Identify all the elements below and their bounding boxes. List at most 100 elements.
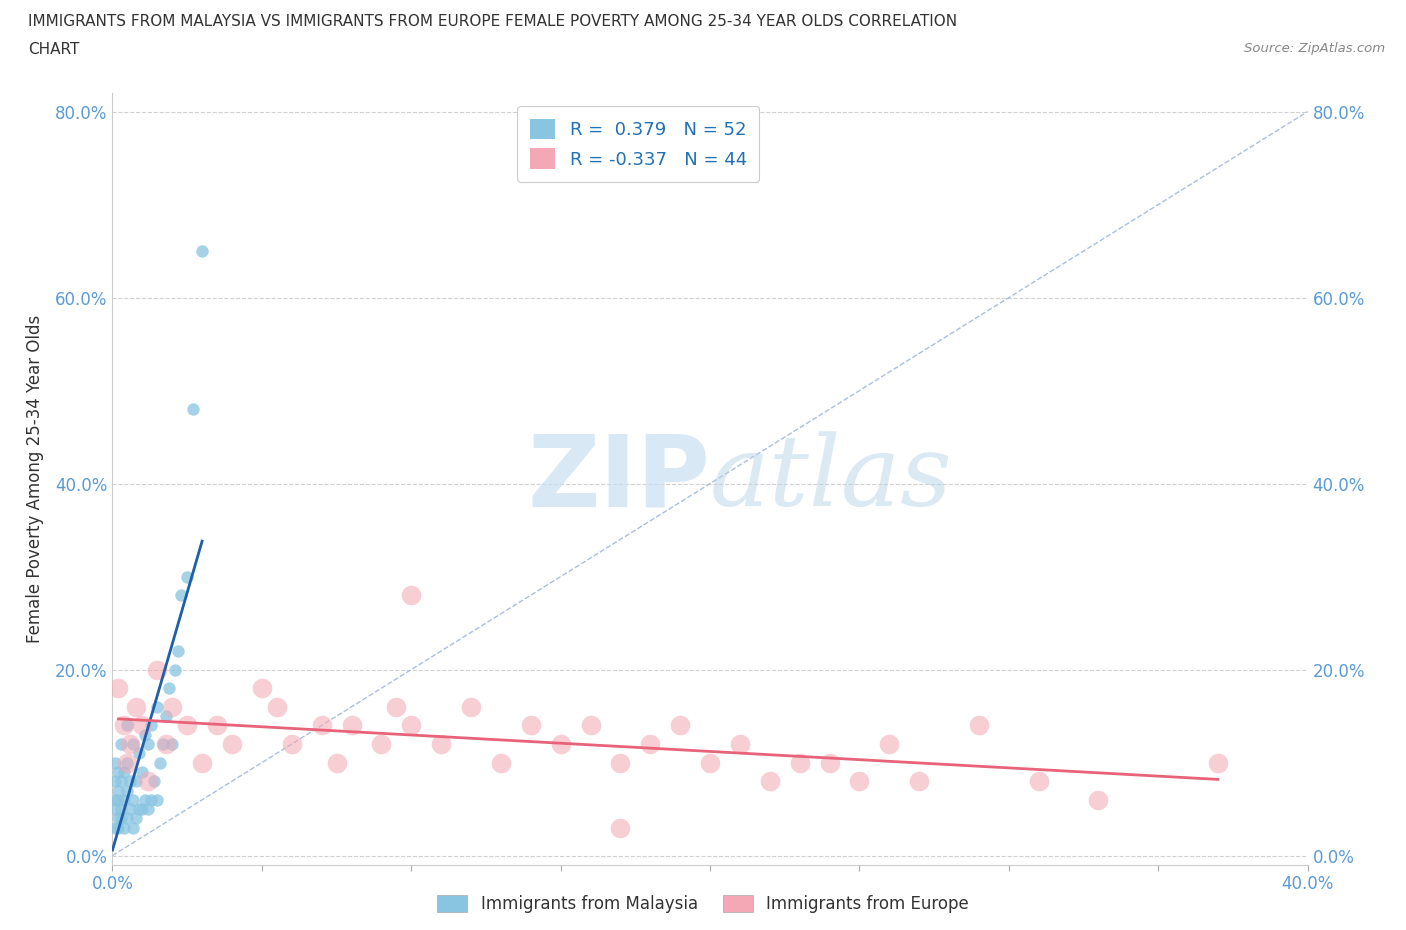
Point [107, 820, 129, 835]
Point [107, 783, 129, 798]
Point [609, 755, 631, 770]
Point [266, 699, 288, 714]
Point [114, 718, 135, 733]
Y-axis label: Female Poverty Among 25-34 Year Olds: Female Poverty Among 25-34 Year Olds [25, 315, 44, 643]
Point [311, 718, 333, 733]
Point [134, 727, 156, 742]
Point [167, 644, 190, 658]
Text: IMMIGRANTS FROM MALAYSIA VS IMMIGRANTS FROM EUROPE FEMALE POVERTY AMONG 25-34 YE: IMMIGRANTS FROM MALAYSIA VS IMMIGRANTS F… [28, 14, 957, 29]
Point [157, 681, 180, 696]
Point [110, 802, 132, 817]
Point [281, 737, 304, 751]
Point [401, 718, 423, 733]
Point [162, 699, 183, 714]
Point [107, 681, 129, 696]
Point [104, 755, 127, 770]
Point [489, 755, 512, 770]
Point [908, 774, 931, 789]
Point [789, 755, 811, 770]
Point [125, 774, 148, 789]
Point [149, 755, 172, 770]
Point [131, 802, 153, 817]
Point [125, 699, 148, 714]
Point [155, 737, 177, 751]
Point [122, 737, 145, 751]
Point [181, 402, 204, 417]
Point [460, 699, 482, 714]
Text: atlas: atlas [710, 432, 953, 526]
Legend: Immigrants from Malaysia, Immigrants from Europe: Immigrants from Malaysia, Immigrants fro… [429, 887, 977, 922]
Point [104, 774, 127, 789]
Point [104, 802, 127, 817]
Point [967, 718, 990, 733]
Point [759, 774, 782, 789]
Point [550, 737, 572, 751]
Point [107, 764, 129, 779]
Point [250, 681, 273, 696]
Point [110, 774, 132, 789]
Point [162, 737, 183, 751]
Point [120, 774, 142, 789]
Point [176, 569, 198, 584]
Point [152, 737, 174, 751]
Point [170, 588, 193, 603]
Point [1028, 774, 1050, 789]
Point [138, 774, 160, 789]
Point [128, 746, 150, 761]
Point [1087, 792, 1109, 807]
Text: CHART: CHART [28, 42, 80, 57]
Point [122, 820, 145, 835]
Point [818, 755, 841, 770]
Point [141, 718, 163, 733]
Point [579, 718, 602, 733]
Point [221, 737, 243, 751]
Point [134, 792, 156, 807]
Point [879, 737, 901, 751]
Point [114, 792, 135, 807]
Point [104, 820, 127, 835]
Point [114, 820, 135, 835]
Point [146, 699, 169, 714]
Point [125, 811, 148, 826]
Point [120, 802, 142, 817]
Point [141, 792, 163, 807]
Point [122, 792, 145, 807]
Point [117, 718, 139, 733]
Point [1206, 755, 1229, 770]
Point [728, 737, 751, 751]
Point [107, 811, 129, 826]
Point [430, 737, 453, 751]
Point [325, 755, 347, 770]
Point [165, 662, 187, 677]
Point [370, 737, 392, 751]
Point [117, 755, 139, 770]
Point [120, 737, 142, 751]
Point [146, 792, 169, 807]
Point [385, 699, 408, 714]
Point [117, 783, 139, 798]
Text: Source: ZipAtlas.com: Source: ZipAtlas.com [1244, 42, 1385, 55]
Text: ZIP: ZIP [527, 431, 710, 527]
Point [176, 718, 198, 733]
Point [848, 774, 870, 789]
Point [640, 737, 662, 751]
Point [191, 244, 214, 259]
Point [520, 718, 543, 733]
Point [110, 737, 132, 751]
Point [146, 662, 169, 677]
Point [104, 792, 127, 807]
Point [155, 709, 177, 724]
Point [143, 774, 166, 789]
Point [191, 755, 214, 770]
Point [340, 718, 363, 733]
Point [699, 755, 721, 770]
Legend: R =  0.379   N = 52, R = -0.337   N = 44: R = 0.379 N = 52, R = -0.337 N = 44 [517, 106, 759, 182]
Point [131, 718, 153, 733]
Point [205, 718, 228, 733]
Point [401, 588, 423, 603]
Point [128, 802, 150, 817]
Point [138, 737, 160, 751]
Point [110, 811, 132, 826]
Point [669, 718, 692, 733]
Point [107, 792, 129, 807]
